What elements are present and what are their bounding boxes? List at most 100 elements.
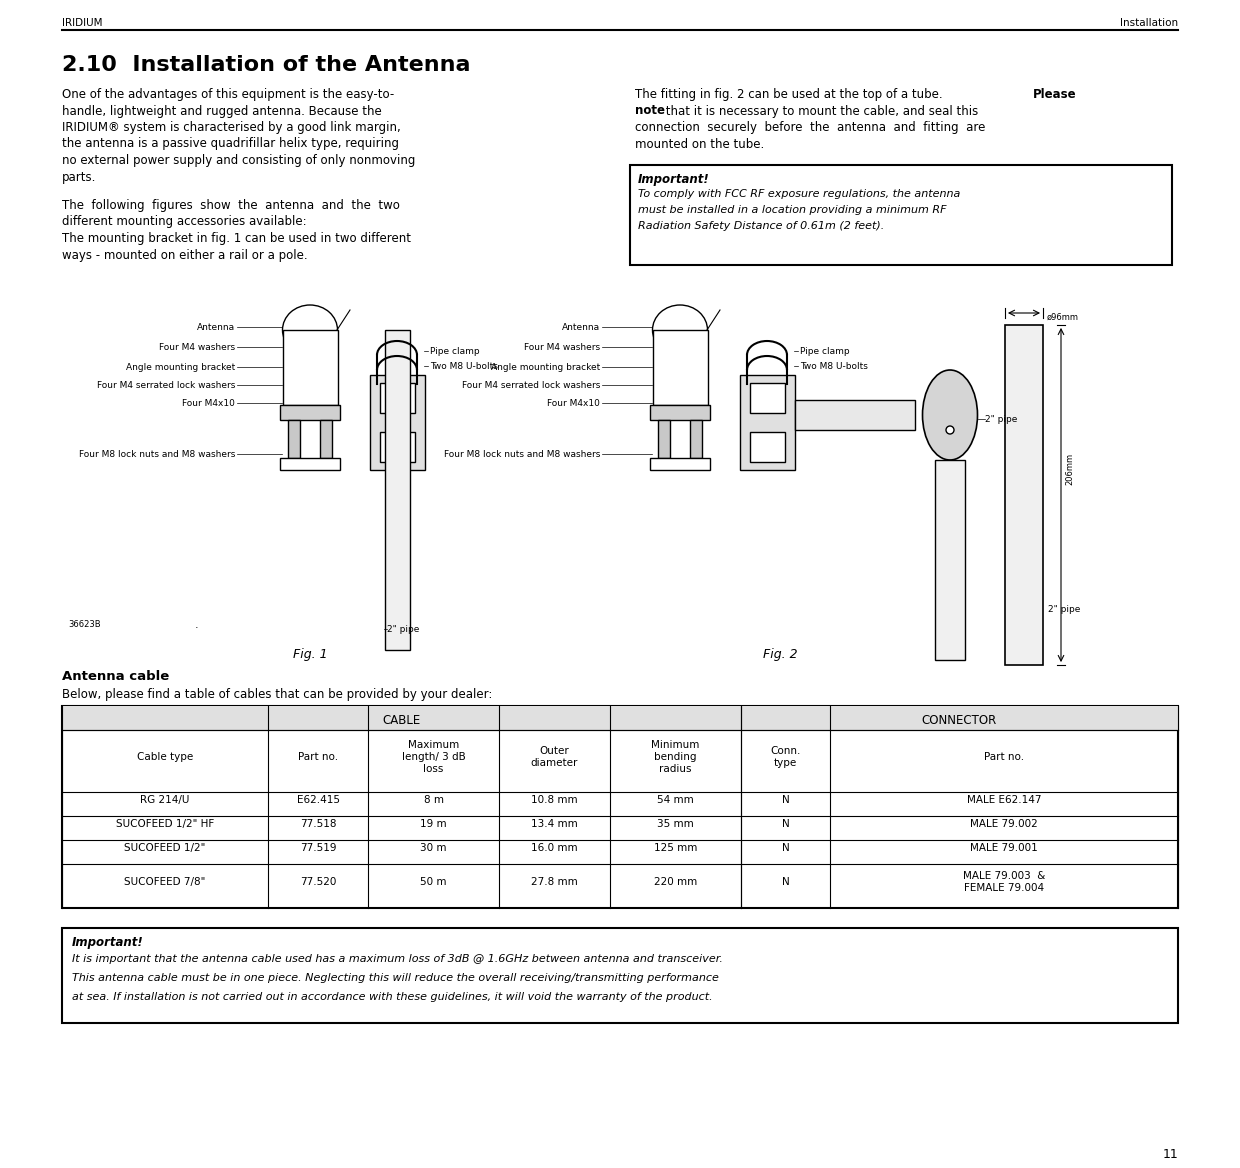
Text: MALE 79.001: MALE 79.001 xyxy=(970,843,1038,853)
Text: note: note xyxy=(635,104,665,118)
Text: 220 mm: 220 mm xyxy=(653,877,697,887)
Text: Outer
diameter: Outer diameter xyxy=(531,746,578,767)
Text: that it is necessary to mount the cable, and seal this: that it is necessary to mount the cable,… xyxy=(662,104,978,118)
Bar xyxy=(689,420,702,458)
Text: no external power supply and consisting of only nonmoving: no external power supply and consisting … xyxy=(62,154,415,167)
Text: 125 mm: 125 mm xyxy=(653,843,697,853)
Text: E62.415: E62.415 xyxy=(296,795,340,805)
Text: 10.8 mm: 10.8 mm xyxy=(531,795,578,805)
Text: Part no.: Part no. xyxy=(983,752,1024,762)
Bar xyxy=(750,383,785,413)
Text: 2" pipe: 2" pipe xyxy=(985,415,1017,424)
Bar xyxy=(653,331,708,405)
Text: SUCOFEED 1/2" HF: SUCOFEED 1/2" HF xyxy=(115,819,215,829)
Text: MALE 79.003  &
FEMALE 79.004: MALE 79.003 & FEMALE 79.004 xyxy=(962,871,1045,892)
Text: 27.8 mm: 27.8 mm xyxy=(531,877,578,887)
Text: 2" pipe: 2" pipe xyxy=(387,625,419,634)
Text: Fig. 1: Fig. 1 xyxy=(293,648,327,661)
Bar xyxy=(658,420,670,458)
Text: To comply with FCC RF exposure regulations, the antenna: To comply with FCC RF exposure regulatio… xyxy=(639,189,960,199)
Text: 206mm: 206mm xyxy=(1065,453,1074,485)
Text: SUCOFEED 7/8": SUCOFEED 7/8" xyxy=(124,877,206,887)
Text: at sea. If installation is not carried out in accordance with these guidelines, : at sea. If installation is not carried o… xyxy=(72,992,713,1002)
Text: IRIDIUM: IRIDIUM xyxy=(62,18,103,28)
Text: 77.518: 77.518 xyxy=(300,819,336,829)
Text: CABLE: CABLE xyxy=(382,714,420,726)
Text: It is important that the antenna cable used has a maximum loss of 3dB @ 1.6GHz b: It is important that the antenna cable u… xyxy=(72,954,723,964)
Bar xyxy=(650,405,711,420)
Text: N: N xyxy=(781,877,790,887)
Text: Cable type: Cable type xyxy=(136,752,193,762)
Text: 11: 11 xyxy=(1162,1148,1178,1161)
Text: Pipe clamp: Pipe clamp xyxy=(430,347,480,356)
Text: Part no.: Part no. xyxy=(298,752,339,762)
Bar xyxy=(750,432,785,463)
Text: Antenna: Antenna xyxy=(562,324,600,332)
Bar xyxy=(62,705,742,730)
Text: Four M8 lock nuts and M8 washers: Four M8 lock nuts and M8 washers xyxy=(444,450,600,459)
Text: connection  securely  before  the  antenna  and  fitting  are: connection securely before the antenna a… xyxy=(635,121,986,134)
Bar xyxy=(283,331,339,405)
Text: Four M4 washers: Four M4 washers xyxy=(159,343,236,352)
Text: Below, please find a table of cables that can be provided by your dealer:: Below, please find a table of cables tha… xyxy=(62,688,492,701)
Text: mounted on the tube.: mounted on the tube. xyxy=(635,138,764,151)
Text: One of the advantages of this equipment is the easy-to-: One of the advantages of this equipment … xyxy=(62,88,394,100)
Bar xyxy=(630,165,1172,265)
Text: different mounting accessories available:: different mounting accessories available… xyxy=(62,216,306,229)
Text: Four M4x10: Four M4x10 xyxy=(547,399,600,408)
Text: Minimum
bending
radius: Minimum bending radius xyxy=(651,741,699,773)
Text: 2.10  Installation of the Antenna: 2.10 Installation of the Antenna xyxy=(62,55,470,75)
Text: Four M4 serrated lock washers: Four M4 serrated lock washers xyxy=(461,381,600,390)
Text: Fig. 2: Fig. 2 xyxy=(763,648,797,661)
Bar xyxy=(288,420,300,458)
Bar xyxy=(740,375,795,470)
Text: .: . xyxy=(195,620,198,630)
Text: MALE E62.147: MALE E62.147 xyxy=(967,795,1042,805)
Text: 2" pipe: 2" pipe xyxy=(1048,605,1080,614)
Text: Four M4 washers: Four M4 washers xyxy=(523,343,600,352)
Bar xyxy=(795,399,915,430)
Text: Angle mounting bracket: Angle mounting bracket xyxy=(125,363,236,371)
Bar xyxy=(62,929,1178,1023)
Text: Angle mounting bracket: Angle mounting bracket xyxy=(491,363,600,371)
Text: Important!: Important! xyxy=(639,173,709,186)
Bar xyxy=(935,460,965,660)
Text: parts.: parts. xyxy=(62,171,97,183)
Text: RG 214/U: RG 214/U xyxy=(140,795,190,805)
Text: Two M8 U-bolts: Two M8 U-bolts xyxy=(800,362,868,371)
Text: The fitting in fig. 2 can be used at the top of a tube.: The fitting in fig. 2 can be used at the… xyxy=(635,88,946,100)
Ellipse shape xyxy=(946,426,954,434)
Text: Four M8 lock nuts and M8 washers: Four M8 lock nuts and M8 washers xyxy=(78,450,236,459)
Text: IRIDIUM® system is characterised by a good link margin,: IRIDIUM® system is characterised by a go… xyxy=(62,121,401,134)
Text: 36623B: 36623B xyxy=(68,620,100,630)
Bar xyxy=(1004,325,1043,665)
Text: 77.519: 77.519 xyxy=(300,843,336,853)
Ellipse shape xyxy=(283,305,337,355)
Text: The  following  figures  show  the  antenna  and  the  two: The following figures show the antenna a… xyxy=(62,199,399,213)
Text: 8 m: 8 m xyxy=(424,795,444,805)
Text: Antenna cable: Antenna cable xyxy=(62,670,169,683)
Text: 16.0 mm: 16.0 mm xyxy=(531,843,578,853)
Bar xyxy=(742,705,1178,730)
Bar xyxy=(280,405,340,420)
Text: 54 mm: 54 mm xyxy=(657,795,694,805)
Text: Four M4x10: Four M4x10 xyxy=(182,399,236,408)
Text: Please: Please xyxy=(1033,88,1076,100)
Bar xyxy=(280,458,340,470)
Text: Pipe clamp: Pipe clamp xyxy=(800,347,849,356)
Text: the antenna is a passive quadrifillar helix type, requiring: the antenna is a passive quadrifillar he… xyxy=(62,138,399,151)
Ellipse shape xyxy=(652,305,708,355)
Text: 35 mm: 35 mm xyxy=(657,819,694,829)
Text: 13.4 mm: 13.4 mm xyxy=(531,819,578,829)
Text: CONNECTOR: CONNECTOR xyxy=(921,714,997,726)
Ellipse shape xyxy=(923,370,977,460)
Bar xyxy=(384,331,410,651)
Text: Radiation Safety Distance of 0.61m (2 feet).: Radiation Safety Distance of 0.61m (2 fe… xyxy=(639,221,884,231)
Text: 19 m: 19 m xyxy=(420,819,446,829)
Text: Maximum
length/ 3 dB
loss: Maximum length/ 3 dB loss xyxy=(402,741,465,773)
Text: 50 m: 50 m xyxy=(420,877,446,887)
Bar xyxy=(650,458,711,470)
Text: Conn.
type: Conn. type xyxy=(770,746,801,767)
Bar xyxy=(320,420,332,458)
Text: N: N xyxy=(781,795,790,805)
